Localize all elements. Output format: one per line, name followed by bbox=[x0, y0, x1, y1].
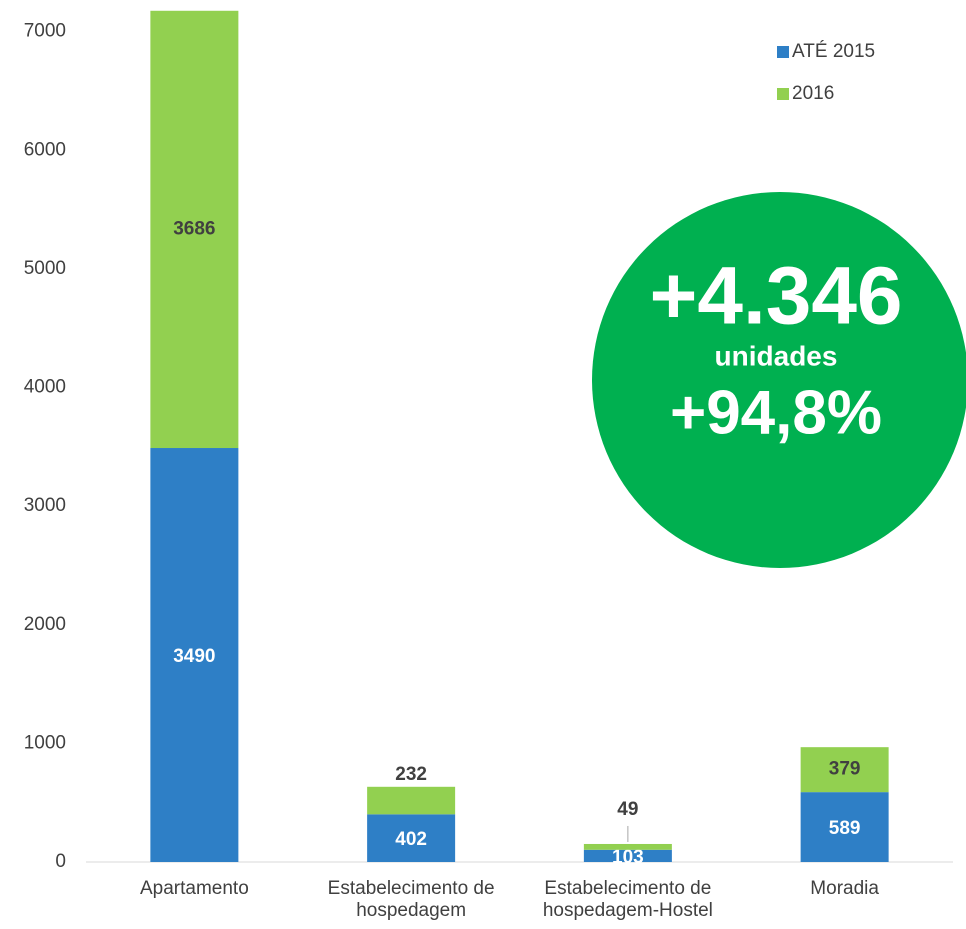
y-tick-label: 4000 bbox=[24, 377, 66, 398]
y-tick-label: 3000 bbox=[24, 495, 66, 516]
bar-segment bbox=[367, 786, 456, 815]
legend-label: ATÉ 2015 bbox=[792, 41, 875, 62]
x-tick-label: Estabelecimento de hospedagem-Hostel bbox=[542, 878, 713, 921]
y-tick-label: 7000 bbox=[24, 21, 66, 42]
x-tick-label: Apartamento bbox=[139, 878, 249, 899]
data-label: 379 bbox=[829, 759, 861, 780]
bar-segment bbox=[583, 843, 672, 850]
annotation: unidades bbox=[715, 340, 838, 371]
x-tick-label: Moradia bbox=[810, 878, 879, 899]
bar-segment bbox=[583, 849, 672, 862]
data-label: 232 bbox=[395, 764, 427, 785]
bar-segment bbox=[800, 792, 889, 862]
y-tick-label: 5000 bbox=[24, 258, 66, 279]
y-tick-label: 6000 bbox=[24, 139, 66, 160]
y-tick-label: 1000 bbox=[24, 732, 66, 753]
y-tick-label: 0 bbox=[55, 851, 66, 872]
data-label: 49 bbox=[617, 799, 638, 820]
highlight-circle bbox=[592, 192, 966, 568]
bar-segment bbox=[367, 814, 456, 862]
data-label: 589 bbox=[829, 818, 861, 839]
data-label: 103 bbox=[612, 847, 644, 868]
legend-swatch bbox=[777, 88, 789, 100]
bar-segment bbox=[150, 448, 239, 862]
legend-swatch bbox=[777, 46, 789, 58]
legend-label: 2016 bbox=[792, 83, 834, 104]
annotation: +94,8% bbox=[670, 378, 882, 447]
y-tick-label: 2000 bbox=[24, 614, 66, 635]
bar-segment bbox=[150, 10, 239, 449]
data-label: 3686 bbox=[173, 218, 215, 239]
data-label: 3490 bbox=[173, 646, 215, 667]
bar-segment bbox=[800, 747, 889, 793]
x-tick-label: Estabelecimento de hospedagem bbox=[327, 878, 495, 921]
data-label: 402 bbox=[395, 829, 427, 850]
annotation: +4.346 bbox=[649, 251, 902, 342]
